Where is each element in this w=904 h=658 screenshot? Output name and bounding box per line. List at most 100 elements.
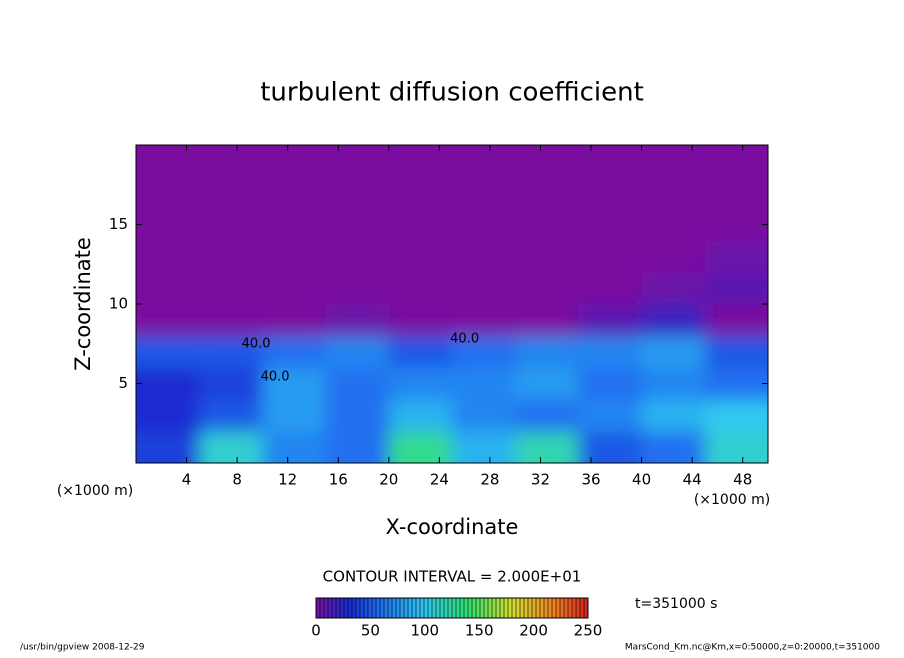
colorbar-swatch (360, 598, 365, 618)
field-cell (515, 208, 579, 241)
colorbar-tick-label: 250 (574, 622, 603, 640)
field-cell (578, 176, 643, 210)
field-cell (578, 304, 643, 337)
x-tick-label: 40 (632, 471, 651, 489)
colorbar-swatch (496, 598, 501, 618)
field-cell (199, 431, 263, 463)
field-cell (136, 240, 200, 273)
field-cell (262, 176, 327, 210)
x-tick-label: 32 (531, 471, 550, 489)
field-cell (515, 367, 579, 400)
colorbar-swatch (344, 598, 349, 618)
field-cell (452, 240, 516, 273)
colorbar-swatch (516, 598, 521, 618)
footer-right: MarsCond_Km.nc@Km,x=0:50000,z=0:20000,t=… (625, 643, 880, 653)
colorbar-swatch (440, 598, 445, 618)
colorbar-swatch (536, 598, 541, 618)
y-unit: (×1000 m) (57, 483, 133, 499)
footer-left: /usr/bin/gpview 2008-12-29 (20, 643, 145, 653)
colorbar-swatch (316, 598, 321, 618)
colorbar-swatch (452, 598, 457, 618)
field-cell (641, 240, 706, 273)
field-cell (136, 335, 200, 369)
colorbar-swatch (420, 598, 425, 618)
field-cell (136, 431, 200, 463)
colorbar-tick-label: 50 (361, 622, 380, 640)
colorbar-swatch (352, 598, 357, 618)
field-cell (515, 399, 579, 432)
colorbar-swatch (556, 598, 561, 618)
field-cell (578, 335, 643, 369)
x-tick-label: 20 (379, 471, 398, 489)
field-cell (641, 335, 706, 369)
colorbar-swatch (512, 598, 517, 618)
colorbar-swatch (324, 598, 329, 618)
colorbar-swatch (560, 598, 565, 618)
colorbar-swatch (540, 598, 545, 618)
colorbar-swatch (492, 598, 497, 618)
field-cell (262, 240, 327, 273)
field-cell (325, 304, 390, 337)
field-cell (136, 367, 200, 400)
field-cell (452, 176, 516, 210)
colorbar-swatch (368, 598, 373, 618)
colorbar-swatch (468, 598, 473, 618)
colorbar-swatch (412, 598, 417, 618)
colorbar-swatch (584, 598, 589, 618)
field-cell (388, 399, 453, 432)
field-cell (515, 176, 579, 210)
field-cell (325, 272, 390, 305)
field-cell (199, 176, 263, 210)
field (136, 145, 768, 463)
field-cell (325, 335, 390, 369)
field-cell (262, 399, 327, 432)
colorbar-swatch (392, 598, 397, 618)
x-tick-label: 16 (329, 471, 348, 489)
field-cell (388, 176, 453, 210)
colorbar-swatch (464, 598, 469, 618)
field-cell (578, 208, 643, 241)
field-cell (388, 431, 453, 463)
colorbar-swatch (500, 598, 505, 618)
field-cell (388, 272, 453, 305)
field-cell (325, 240, 390, 273)
colorbar-swatch (396, 598, 401, 618)
colorbar-swatch (388, 598, 393, 618)
colorbar-swatch (372, 598, 377, 618)
colorbar-swatch (476, 598, 481, 618)
colorbar-swatch (504, 598, 509, 618)
field-cell (199, 208, 263, 241)
colorbar-swatch (580, 598, 585, 618)
colorbar-swatch (508, 598, 513, 618)
colorbar-swatch (552, 598, 557, 618)
field-cell (388, 240, 453, 273)
field-cell (199, 145, 263, 178)
field-cell (262, 367, 327, 400)
x-tick-label: 24 (430, 471, 449, 489)
field-cell (704, 208, 768, 241)
field-cell (325, 431, 390, 463)
contour-label: 40.0 (261, 370, 290, 385)
field-cell (262, 431, 327, 463)
colorbar-swatch (416, 598, 421, 618)
field-cell (578, 431, 643, 463)
colorbar-frame (315, 597, 589, 619)
field-cell (199, 240, 263, 273)
field-cell (704, 335, 768, 369)
field-cell (704, 304, 768, 337)
colorbar-swatch (444, 598, 449, 618)
colorbar-swatch (528, 598, 533, 618)
field-cell (641, 431, 706, 463)
field-cell (262, 145, 327, 178)
x-tick-label: 12 (278, 471, 297, 489)
field-cell (515, 335, 579, 369)
field-cell (262, 335, 327, 369)
x-tick-label: 48 (733, 471, 752, 489)
colorbar-swatch (404, 598, 409, 618)
colorbar-swatch (564, 598, 569, 618)
colorbar-swatch (332, 598, 337, 618)
colorbar-swatch (548, 598, 553, 618)
field-cell (136, 399, 200, 432)
colorbar-swatch (348, 598, 353, 618)
field-cell (641, 304, 706, 337)
